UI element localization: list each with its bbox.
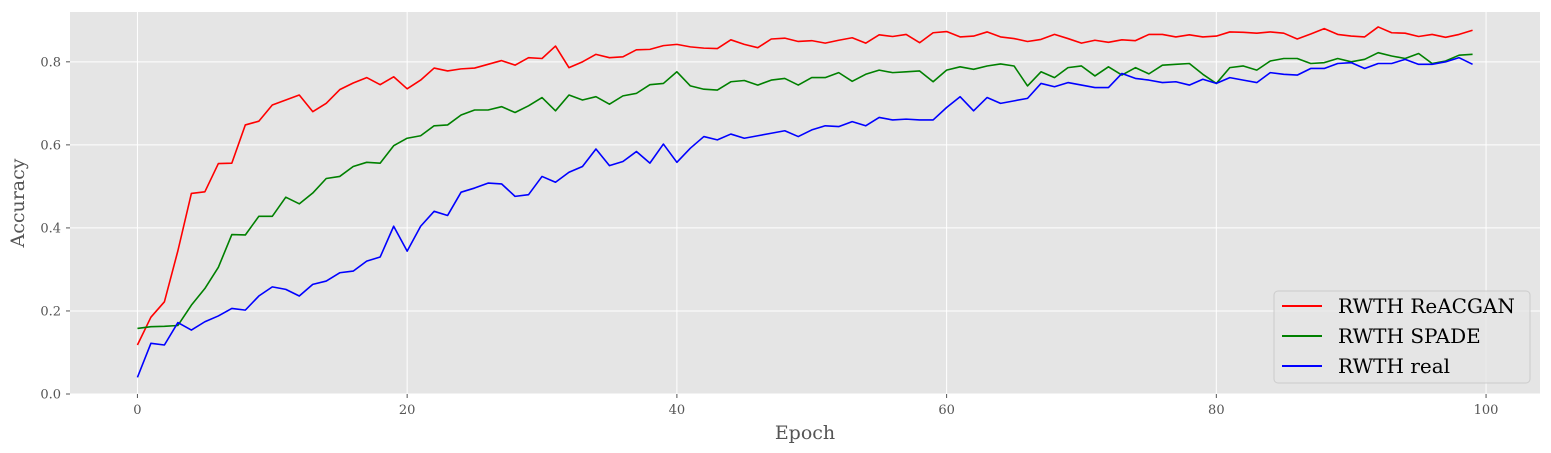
series-line-spade	[137, 51, 1473, 330]
x-tick-label: 60	[938, 403, 955, 418]
legend: RWTH ReACGAN RWTH SPADE RWTH real	[1273, 290, 1531, 384]
x-tick-label: 40	[669, 403, 686, 418]
y-axis-title: Accuracy	[7, 158, 29, 248]
x-tick-label: 20	[399, 403, 416, 418]
legend-box	[1273, 290, 1531, 384]
y-tick-label: 0.6	[40, 138, 61, 153]
y-tick-label: 0.8	[40, 55, 61, 70]
y-tick-label: 0.2	[40, 304, 61, 319]
x-tick-label: 100	[1474, 403, 1499, 418]
series-line-real	[136, 56, 1473, 378]
grid-lines	[70, 12, 1540, 395]
legend-label-reacgan: RWTH ReACGAN	[1338, 294, 1515, 318]
series-line-reacgan	[136, 26, 1473, 346]
x-axis-title: Epoch	[775, 422, 835, 444]
y-tick-label: 0.0	[40, 388, 61, 403]
axis-ticks: 0 20 40 60 80 100 0.0 0.2 0.4 0.6 0.8	[40, 55, 1498, 418]
x-tick-label: 0	[133, 403, 141, 418]
y-tick-label: 0.4	[40, 221, 61, 236]
x-tick-label: 80	[1208, 403, 1225, 418]
series-lines	[136, 26, 1473, 378]
legend-label-spade: RWTH SPADE	[1338, 324, 1481, 348]
legend-label-real: RWTH real	[1338, 354, 1450, 378]
